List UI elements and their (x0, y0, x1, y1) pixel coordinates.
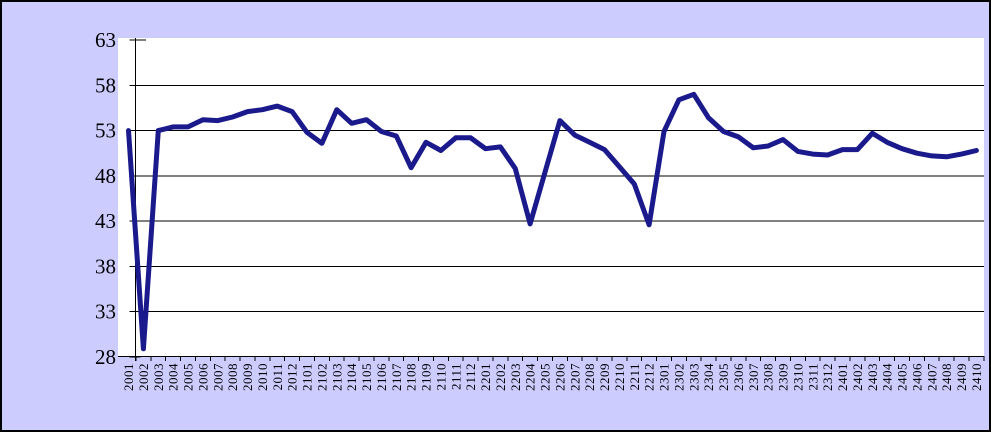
x-axis-label: 2202 (493, 363, 508, 391)
data-series-line (126, 91, 979, 352)
x-axis-label: 2003 (151, 363, 166, 391)
x-axis-label: 2209 (597, 363, 612, 391)
x-axis-label: 2402 (850, 363, 865, 391)
x-axis-label: 2302 (671, 363, 686, 391)
x-axis-label: 2208 (582, 363, 597, 391)
y-axis-label: 33 (95, 300, 116, 324)
x-axis-label: 2310 (790, 363, 805, 391)
x-axis-label: 2301 (657, 363, 672, 391)
x-axis-label: 2008 (225, 363, 240, 391)
x-axis-label: 2104 (344, 363, 359, 391)
x-axis-label: 2205 (538, 363, 553, 391)
y-axis-label: 43 (95, 209, 116, 233)
x-axis-label: 2206 (552, 363, 567, 391)
x-axis-label: 2005 (181, 363, 196, 391)
x-axis-label: 2410 (969, 363, 984, 391)
x-axis-label: 2110 (433, 363, 448, 391)
x-axis-label: 2212 (642, 363, 657, 391)
x-axis-label: 2303 (686, 363, 701, 391)
x-axis-label: 2312 (820, 363, 835, 391)
x-axis-label: 2009 (240, 363, 255, 391)
x-axis-label: 2307 (746, 363, 761, 391)
x-axis-label: 2311 (805, 363, 820, 391)
y-axis-label: 48 (95, 164, 116, 188)
x-axis-label: 2102 (314, 363, 329, 391)
x-axis-label: 2305 (716, 363, 731, 391)
x-axis-label: 2403 (865, 363, 880, 391)
x-axis-label: 2004 (166, 363, 181, 391)
x-axis-label: 2405 (895, 363, 910, 391)
y-axis-label: 63 (95, 28, 116, 52)
x-axis-label: 2401 (835, 363, 850, 391)
x-axis-label: 2105 (359, 363, 374, 391)
y-axis-label: 53 (95, 119, 116, 143)
x-axis-label: 2404 (880, 363, 895, 391)
x-axis-label: 2010 (255, 363, 270, 391)
y-axis-label: 28 (95, 345, 116, 369)
x-axis-label: 2204 (523, 363, 538, 391)
x-axis-label: 2011 (270, 363, 285, 391)
x-axis-label: 2210 (612, 363, 627, 391)
x-axis-label: 2012 (285, 363, 300, 391)
y-axis-label: 38 (95, 254, 116, 278)
x-axis-label: 2304 (701, 363, 716, 391)
x-axis-label: 2112 (463, 363, 478, 391)
y-axis-label: 58 (95, 73, 116, 97)
x-axis-label: 2103 (329, 363, 344, 391)
x-axis-label: 2306 (731, 363, 746, 391)
x-axis-label: 2409 (954, 363, 969, 391)
x-axis-label: 2107 (389, 363, 404, 391)
x-axis-label: 2002 (136, 363, 151, 391)
x-axis-label: 2201 (478, 363, 493, 391)
x-axis-label: 2408 (939, 363, 954, 391)
x-axis-label: 2111 (448, 363, 463, 390)
plot-area (118, 38, 984, 356)
x-axis-label: 2407 (924, 363, 939, 391)
x-axis-label: 2308 (761, 363, 776, 391)
x-axis-label: 2007 (210, 363, 225, 391)
x-axis-label: 2309 (776, 363, 791, 391)
x-axis-label: 2109 (419, 363, 434, 391)
x-axis-label: 2106 (374, 363, 389, 391)
x-axis-label: 2406 (909, 363, 924, 391)
x-axis-label: 2108 (404, 363, 419, 391)
x-axis-label: 2101 (300, 363, 315, 391)
x-axis-label: 2211 (627, 363, 642, 391)
x-axis-label: 2001 (121, 363, 136, 391)
x-axis-label: 2006 (195, 363, 210, 391)
x-axis-label: 2207 (567, 363, 582, 391)
x-axis-label: 2203 (508, 363, 523, 391)
